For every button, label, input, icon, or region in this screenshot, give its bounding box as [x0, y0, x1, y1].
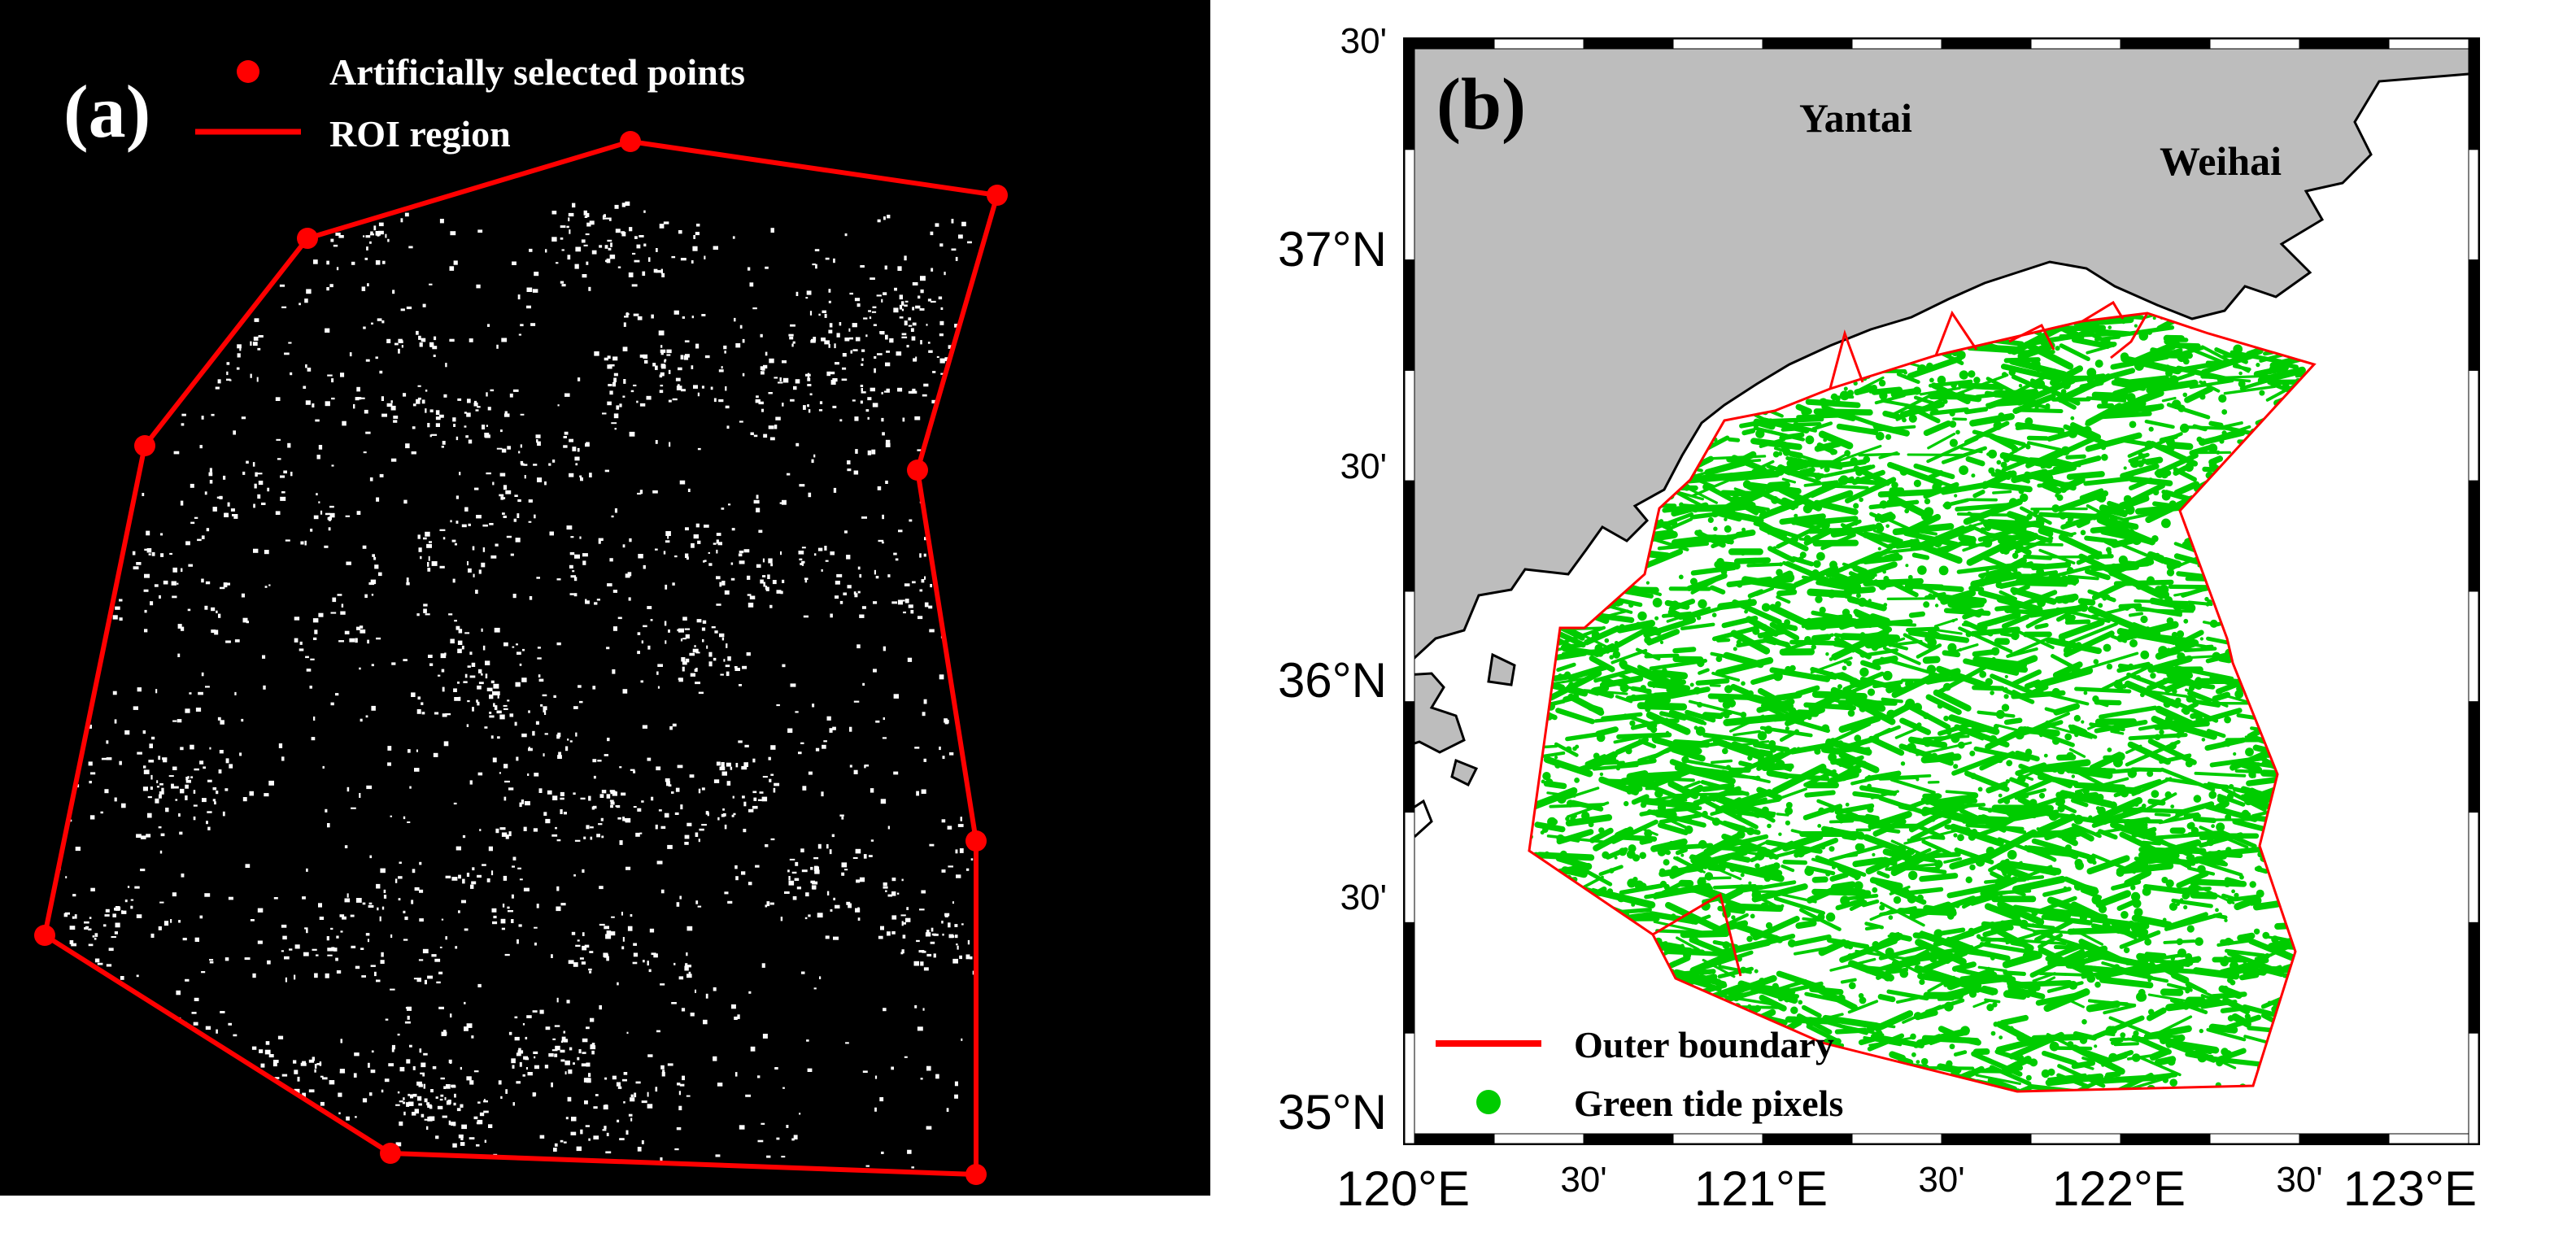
lon-tick-label: 122°E [2052, 1161, 2186, 1216]
boundary-streak [1652, 892, 1742, 977]
outer-boundary [1528, 312, 2317, 1093]
selected-point [297, 228, 318, 249]
panel-a: (a) Artificially selected points ROI reg… [0, 0, 1210, 1196]
lon-tick-label: 123°E [2343, 1161, 2477, 1216]
lat-tick-label: 36°N [1278, 653, 1387, 708]
lat-tick-label: 30' [1340, 447, 1387, 486]
panel-b-legend: Outer boundary Green tide pixels [1436, 1024, 1843, 1124]
map-frame [1403, 37, 2480, 1145]
lon-tick-label: 30' [2276, 1160, 2322, 1200]
lat-tick-label: 37°N [1278, 222, 1387, 277]
lon-tick-label: 30' [1560, 1160, 1606, 1200]
selected-point [965, 830, 987, 852]
boundary-streak [2110, 312, 2149, 359]
selected-point [134, 435, 155, 456]
panel-b: (b) Yantai Weihai 30' 37°N 30' 36°N 30' … [1278, 21, 2480, 1216]
lon-tick-label: 121°E [1694, 1161, 1828, 1216]
roi-region-polygon [41, 138, 1000, 1178]
place-label-yantai: Yantai [1799, 95, 1912, 141]
boundary-streak [1934, 310, 1978, 356]
boundary-streak [2008, 323, 2055, 351]
lat-tick-label: 30' [1340, 878, 1387, 917]
legend-label-selected-points: Artificially selected points [329, 51, 745, 93]
map-land [1405, 39, 2478, 838]
selected-point [620, 131, 641, 152]
longitude-tick-labels: 120°E 30' 121°E 30' 122°E 30' 123°E [1336, 1160, 2477, 1216]
lat-tick-label: 30' [1340, 21, 1387, 61]
legend-label-outer-boundary: Outer boundary [1574, 1024, 1834, 1065]
selected-point [965, 1164, 987, 1185]
place-label-weihai: Weihai [2160, 138, 2282, 184]
legend-label-green-tide: Green tide pixels [1574, 1083, 1843, 1124]
panel-a-label: (a) [63, 70, 150, 153]
boundary-streaks [1652, 300, 2149, 977]
selected-point [907, 460, 928, 481]
island [1487, 652, 1516, 686]
panel-a-legend: Artificially selected points ROI region [195, 51, 745, 155]
legend-point-marker [237, 60, 259, 83]
selected-points [34, 131, 1008, 1185]
selected-point [987, 185, 1008, 206]
selected-point [34, 925, 55, 946]
boundary-streak [2081, 300, 2125, 323]
selected-point [380, 1143, 401, 1164]
panel-a-background [0, 0, 1210, 1196]
lon-tick-label: 120°E [1336, 1161, 1470, 1216]
panel-b-label: (b) [1436, 64, 1526, 145]
lon-tick-label: 30' [1918, 1160, 1964, 1200]
latitude-tick-labels: 30' 37°N 30' 36°N 30' 35°N [1278, 21, 1387, 1139]
island [1450, 758, 1479, 787]
coastline-shandong [1405, 39, 2478, 669]
lat-tick-label: 35°N [1278, 1085, 1387, 1139]
legend-point-marker [1476, 1090, 1501, 1114]
legend-label-roi-region: ROI region [329, 113, 511, 155]
boundary-streak [1828, 329, 1864, 390]
